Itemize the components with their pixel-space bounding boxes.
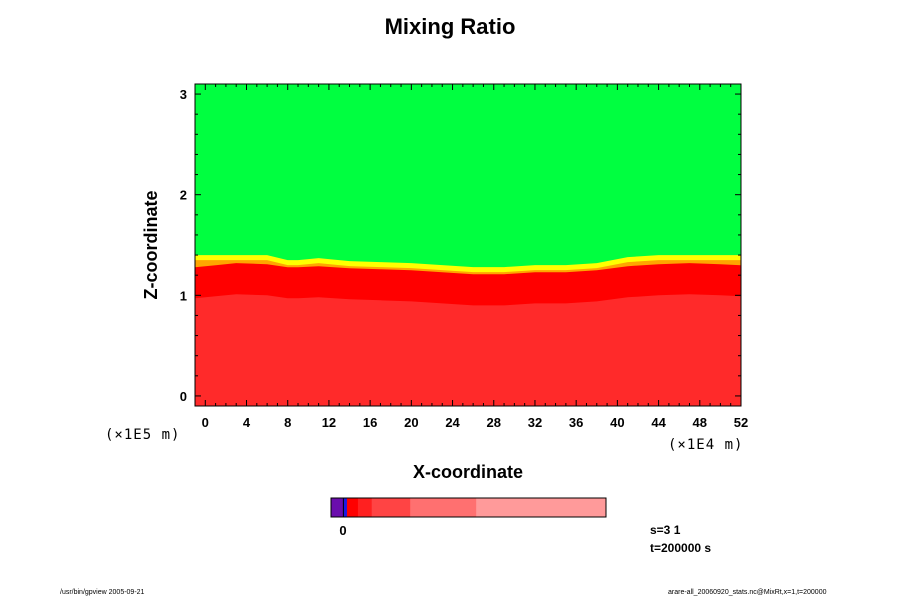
x-tick-label: 4 [243, 415, 251, 430]
y-tick-label: 1 [180, 288, 187, 303]
x-axis-label: X-coordinate [413, 462, 523, 482]
x-tick-label: 44 [651, 415, 666, 430]
time-label: t=200000 s [650, 541, 712, 555]
plot-area [194, 83, 742, 407]
x-tick-label: 40 [610, 415, 624, 430]
colorbar-segment [410, 498, 477, 517]
z-scale-note: (×1E5 m) [105, 427, 180, 443]
colorbar-segment [331, 498, 344, 517]
plot-frame [194, 83, 742, 407]
colorbar-segment [346, 498, 359, 517]
y-tick-label: 2 [180, 188, 187, 203]
footer-right: arare-all_20060920_stats.nc@MixRt,x=1,t=… [668, 589, 827, 596]
colorbar-tick-label: 0 [339, 523, 346, 538]
x-tick-label: 12 [322, 415, 336, 430]
x-scale-note: (×1E4 m) [668, 437, 743, 453]
x-tick-label: 16 [363, 415, 377, 430]
colorbar-segment [357, 498, 373, 517]
x-tick-label: 28 [487, 415, 501, 430]
x-tick-label: 52 [734, 415, 748, 430]
colorbar [330, 497, 607, 518]
chart-title: Mixing Ratio [384, 14, 516, 39]
x-tick-label: 20 [404, 415, 418, 430]
step-label: s=3 1 [650, 523, 681, 537]
x-axis: 0 4 8 12 16 20 24 28 32 36 40 44 48 52 [194, 84, 748, 430]
y-axis-label: Z-coordinate [141, 190, 161, 299]
colorbar-frame [330, 497, 607, 518]
colorbar-segment [343, 498, 348, 517]
x-tick-label: 32 [528, 415, 542, 430]
y-tick-label: 3 [180, 87, 187, 102]
time-info: s=3 1 t=200000 s [650, 521, 711, 557]
footer-left: /usr/bin/gpview 2005-09-21 [60, 589, 145, 596]
x-tick-label: 8 [284, 415, 291, 430]
y-tick-label: 0 [180, 389, 187, 404]
colorbar-segment [476, 498, 607, 517]
region-lower [195, 294, 741, 406]
x-tick-label: 0 [202, 415, 209, 430]
colorbar-segment [371, 498, 411, 517]
x-tick-label: 36 [569, 415, 583, 430]
x-tick-label: 24 [445, 415, 460, 430]
x-tick-label: 48 [693, 415, 707, 430]
y-axis: 0 1 2 3 [180, 87, 741, 404]
